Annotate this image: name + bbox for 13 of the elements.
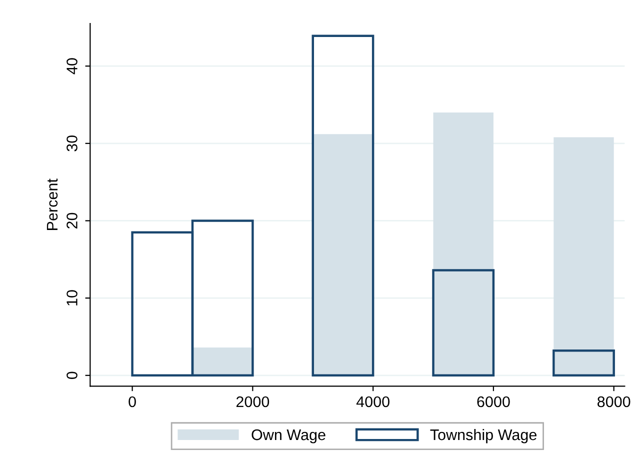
legend-label: Own Wage [252,429,326,444]
y-tick-label: 40 [66,58,78,74]
x-tick-label: 4000 [356,396,390,408]
x-tick-label: 8000 [598,396,630,408]
legend-label: Township Wage [430,428,536,444]
y-tick-label: 30 [66,136,78,152]
x-tick-label: 6000 [477,396,510,408]
x-tick-label: 0 [128,396,136,408]
y-tick-label: 10 [66,290,78,306]
x-tick-label: 2000 [236,396,270,408]
y-tick-label: 0 [66,372,78,380]
y-axis-title: Percent [46,178,58,230]
y-tick-label: 20 [66,212,78,228]
